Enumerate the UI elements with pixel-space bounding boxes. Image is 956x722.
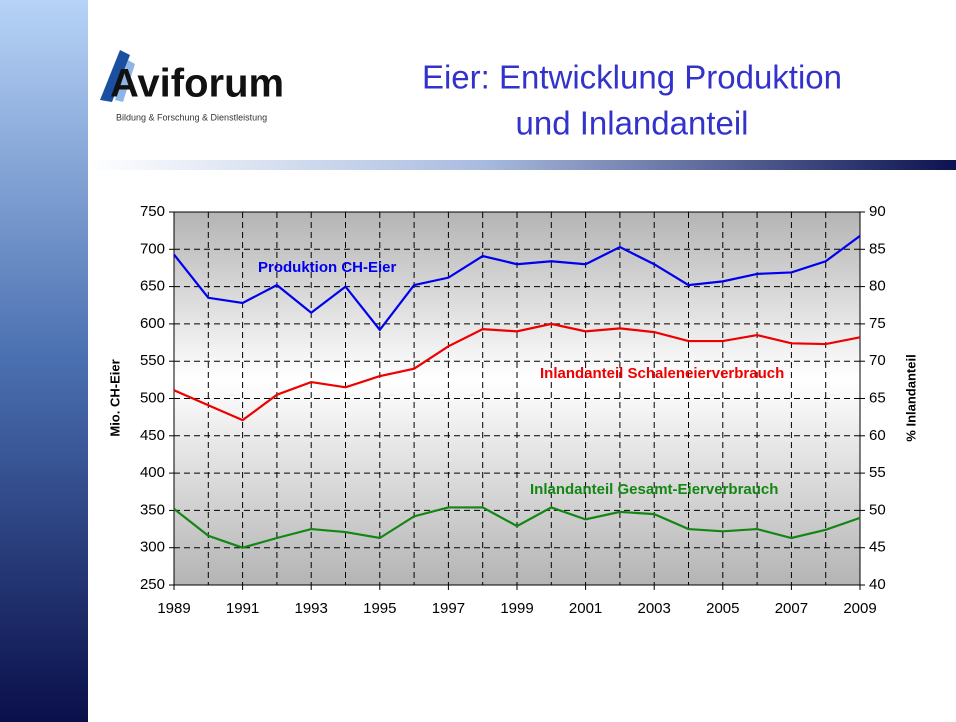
y-tick-label: 750 <box>140 203 165 220</box>
y2-tick-label: 45 <box>869 539 886 556</box>
y2-tick-label: 70 <box>869 352 886 369</box>
y-tick-label: 400 <box>140 464 165 481</box>
y2-tick-label: 60 <box>869 427 886 444</box>
x-tick-label: 1995 <box>363 600 396 617</box>
y2-tick-label: 85 <box>869 240 886 257</box>
y2-tick-label: 40 <box>869 576 886 593</box>
x-tick-label: 2007 <box>775 600 808 617</box>
x-tick-label: 1991 <box>226 600 259 617</box>
title-line: Eier: Entwicklung Produktion <box>422 59 842 96</box>
y-tick-label: 500 <box>140 389 165 406</box>
x-tick-label: 2005 <box>706 600 739 617</box>
y2-tick-label: 90 <box>869 203 886 220</box>
side-bar <box>0 0 88 722</box>
series-line <box>173 506 861 549</box>
y-tick-label: 350 <box>140 501 165 518</box>
y2-tick-label: 75 <box>869 315 886 332</box>
y-tick-label: 650 <box>140 278 165 295</box>
header-rule <box>88 160 956 170</box>
title-line: und Inlandanteil <box>515 105 748 142</box>
series-label: Inlandanteil Schaleneierverbrauch <box>540 365 784 382</box>
x-tick-label: 1993 <box>295 600 328 617</box>
x-tick-label: 2009 <box>843 600 876 617</box>
y2-tick-label: 50 <box>869 501 886 518</box>
x-tick-label: 1999 <box>500 600 533 617</box>
y-axis-label: Mio. CH-Eier <box>107 359 122 436</box>
y2-tick-label: 80 <box>869 278 886 295</box>
y2-axis-label: % Inlandanteil <box>903 354 918 441</box>
x-tick-label: 1989 <box>157 600 190 617</box>
logo-tagline: Bildung & Forschung & Dienstleistung <box>116 112 267 122</box>
logo: Aviforum Bildung & Forschung & Dienstlei… <box>100 50 284 122</box>
series-label: Produktion CH-Eier <box>258 259 397 276</box>
x-tick-label: 2001 <box>569 600 602 617</box>
series-line <box>173 234 861 332</box>
y2-tick-label: 65 <box>869 389 886 406</box>
y-tick-label: 600 <box>140 315 165 332</box>
x-tick-label: 1997 <box>432 600 465 617</box>
logo-name: Aviforum <box>110 62 284 106</box>
x-tick-label: 2003 <box>638 600 671 617</box>
y2-tick-label: 55 <box>869 464 886 481</box>
logo-feather <box>100 50 130 102</box>
y-tick-label: 450 <box>140 427 165 444</box>
y-tick-label: 300 <box>140 539 165 556</box>
series-line <box>173 322 861 422</box>
y-tick-label: 550 <box>140 352 165 369</box>
y-tick-label: 250 <box>140 576 165 593</box>
series-label: Inlandanteil Gesamt-Eierverbrauch <box>530 481 778 498</box>
y-tick-label: 700 <box>140 240 165 257</box>
logo-feather <box>115 60 135 102</box>
